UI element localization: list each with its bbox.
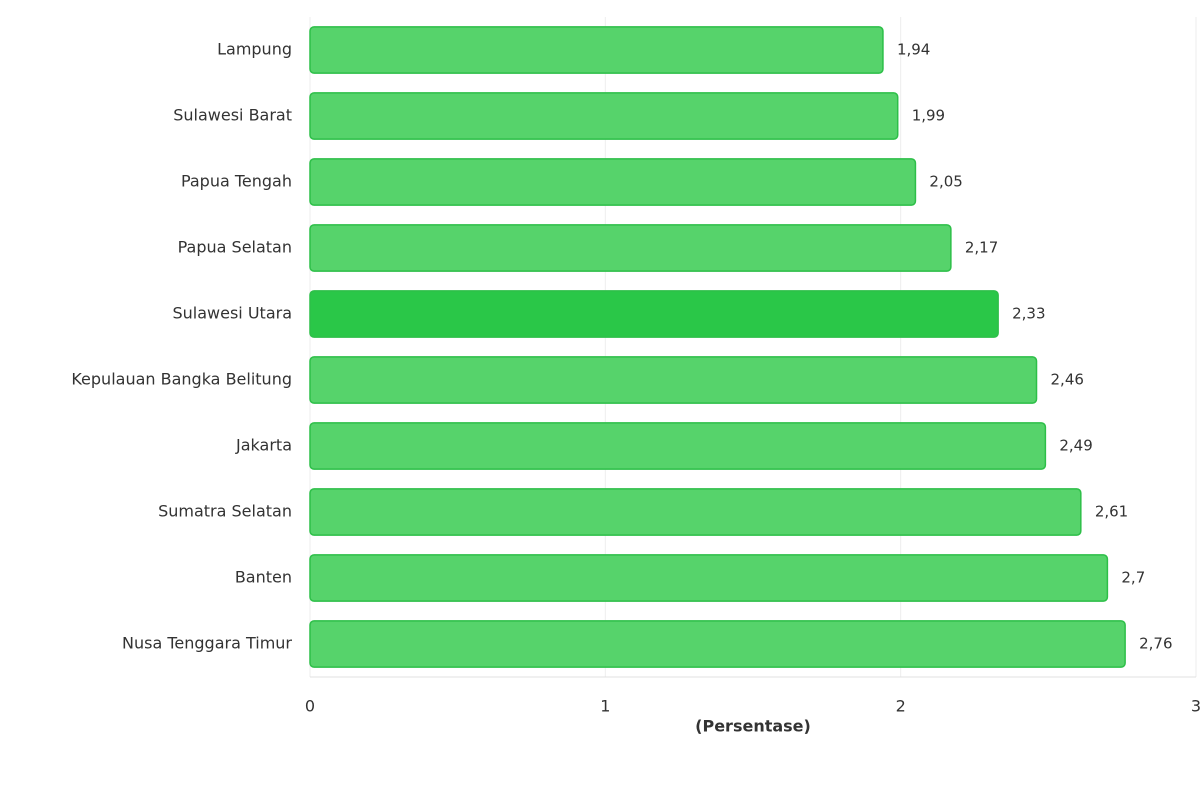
bar	[309, 488, 1082, 536]
category-label: Papua Tengah	[181, 172, 292, 191]
value-label: 1,94	[897, 41, 930, 59]
x-tick-label: 3	[1191, 697, 1200, 716]
value-label: 2,46	[1051, 371, 1084, 389]
category-label: Sulawesi Barat	[173, 106, 292, 125]
category-label: Sumatra Selatan	[158, 502, 292, 521]
value-label: 1,99	[912, 107, 945, 125]
category-label: Lampung	[217, 40, 292, 59]
bar	[309, 224, 952, 272]
value-label: 2,61	[1095, 503, 1128, 521]
x-tick-label: 1	[600, 697, 610, 716]
category-label: Banten	[235, 568, 292, 587]
bar	[309, 422, 1047, 470]
bar	[309, 290, 999, 338]
value-label: 2,7	[1121, 569, 1145, 587]
value-label: 2,05	[929, 173, 962, 191]
bar	[309, 620, 1126, 668]
value-label: 2,49	[1059, 437, 1092, 455]
bar	[309, 158, 917, 206]
bar	[309, 554, 1109, 602]
value-label: 2,76	[1139, 635, 1172, 653]
value-label: 2,33	[1012, 305, 1045, 323]
category-label: Jakarta	[235, 436, 292, 455]
x-axis-label: (Persentase)	[695, 717, 811, 736]
category-label: Sulawesi Utara	[172, 304, 292, 323]
category-label: Papua Selatan	[178, 238, 292, 257]
value-label: 2,17	[965, 239, 998, 257]
x-tick-label: 0	[305, 697, 315, 716]
category-label: Kepulauan Bangka Belitung	[71, 370, 292, 389]
category-label: Nusa Tenggara Timur	[122, 634, 292, 653]
x-tick-label: 2	[896, 697, 906, 716]
bar	[309, 92, 899, 140]
bar	[309, 356, 1038, 404]
bar	[309, 26, 884, 74]
